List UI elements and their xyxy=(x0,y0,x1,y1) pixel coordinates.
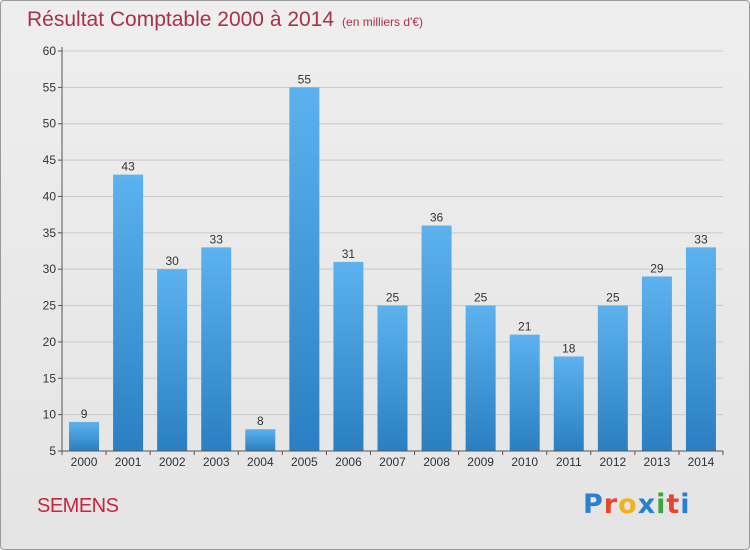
x-tick-label-2001: 2001 xyxy=(115,455,142,469)
x-tick-label-2003: 2003 xyxy=(203,455,230,469)
commune-name: SEMENS xyxy=(37,495,119,517)
x-tick-label-2010: 2010 xyxy=(511,455,538,469)
bar-2007 xyxy=(377,305,408,451)
y-tick-label: 15 xyxy=(43,371,57,385)
bar-2013 xyxy=(641,276,672,451)
bar-2001 xyxy=(113,174,144,452)
y-tick-label: 30 xyxy=(43,262,57,276)
data-label-2010: 21 xyxy=(518,320,532,334)
data-label-2012: 25 xyxy=(606,291,620,305)
data-label-2014: 33 xyxy=(694,232,708,246)
x-tick-label-2002: 2002 xyxy=(159,455,186,469)
y-tick-label: 35 xyxy=(43,226,57,240)
y-tick-label: 45 xyxy=(43,153,57,167)
data-label-2007: 25 xyxy=(386,291,400,305)
x-tick-label-2011: 2011 xyxy=(556,455,582,469)
y-tick-label: 50 xyxy=(43,117,57,131)
data-label-2004: 8 xyxy=(257,414,264,428)
x-tick-label-2012: 2012 xyxy=(599,455,626,469)
bar-2000 xyxy=(69,421,100,451)
bar-2008 xyxy=(421,225,452,451)
chart-title: Résultat Comptable 2000 à 2014 (en millie… xyxy=(27,8,423,32)
brand-letter: i xyxy=(680,489,691,520)
y-tick-label: 55 xyxy=(43,80,57,94)
data-label-2008: 36 xyxy=(430,211,444,225)
bar-2006 xyxy=(333,261,364,451)
x-tick-label-2013: 2013 xyxy=(644,455,671,469)
brand-letter: P xyxy=(583,489,604,520)
y-tick-label: 40 xyxy=(43,189,57,203)
x-tick-label-2007: 2007 xyxy=(379,455,406,469)
y-tick-label: 60 xyxy=(43,44,57,58)
y-tick-label: 25 xyxy=(43,299,57,313)
y-tick-label: 5 xyxy=(49,444,56,458)
data-label-2013: 29 xyxy=(650,261,664,275)
bar-2010 xyxy=(509,334,540,451)
data-label-2006: 31 xyxy=(342,247,356,261)
data-label-2000: 9 xyxy=(81,407,88,421)
data-label-2005: 55 xyxy=(298,72,312,86)
y-tick-label: 10 xyxy=(43,408,57,422)
x-tick-label-2005: 2005 xyxy=(291,455,318,469)
x-tick-label-2004: 2004 xyxy=(247,455,274,469)
brand-letter: r xyxy=(603,489,619,520)
x-tick-label-2008: 2008 xyxy=(423,455,450,469)
y-tick-label: 20 xyxy=(43,335,57,349)
brand-letter: o xyxy=(618,489,638,520)
bar-2002 xyxy=(157,269,188,451)
bar-2009 xyxy=(465,305,496,451)
bar-2014 xyxy=(685,247,716,451)
data-label-2003: 33 xyxy=(210,232,224,246)
label-layer: 9 43 30 33 8 55 31 25 36 25 21 18 25 29 33 xyxy=(81,72,708,428)
axis-layer: 5 10 15 20 25 30 35 40 45 50 55 60 2000 2001 2002 2003 2… xyxy=(43,44,724,469)
data-label-2011: 18 xyxy=(562,341,576,355)
chart-title-text: Résultat Comptable 2000 à 2014 xyxy=(27,8,335,31)
bar-2004 xyxy=(245,429,276,451)
data-label-2001: 43 xyxy=(121,160,135,174)
brand-letter: x xyxy=(637,489,657,520)
x-tick-label-2000: 2000 xyxy=(71,455,98,469)
data-label-2009: 25 xyxy=(474,291,488,305)
bar-layer xyxy=(69,87,716,452)
brand-letter: i xyxy=(656,489,667,520)
x-tick-label-2014: 2014 xyxy=(688,455,715,469)
x-tick-label-2009: 2009 xyxy=(467,455,494,469)
bar-2011 xyxy=(553,356,584,451)
chart-unit: (en milliers d'€) xyxy=(342,15,424,29)
proxiti-logo: Proxiti xyxy=(583,489,691,520)
data-label-2002: 30 xyxy=(165,254,179,268)
x-tick-label-2006: 2006 xyxy=(335,455,362,469)
brand-letter: t xyxy=(666,489,681,520)
bar-2003 xyxy=(201,247,232,451)
bar-2012 xyxy=(597,305,628,451)
bar-2005 xyxy=(289,87,320,451)
